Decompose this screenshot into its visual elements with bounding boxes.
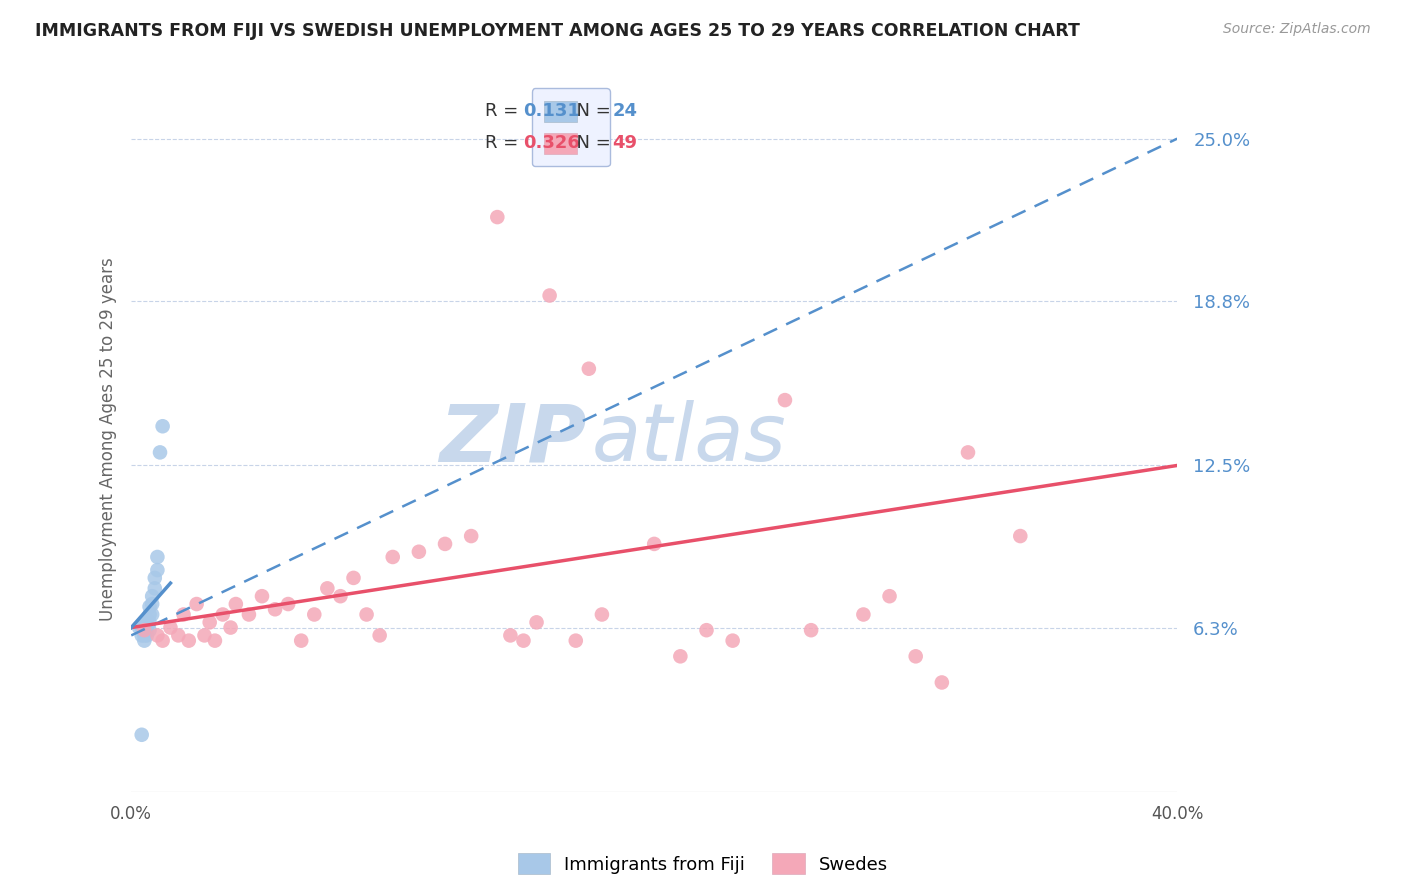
Point <box>138 607 160 622</box>
Point <box>368 628 391 642</box>
Point <box>146 628 169 642</box>
Point <box>643 537 665 551</box>
Point <box>134 623 156 637</box>
Point <box>852 607 875 622</box>
Point <box>304 607 326 622</box>
Text: N =: N = <box>565 134 617 152</box>
Point <box>186 597 208 611</box>
Point <box>904 649 927 664</box>
Point <box>149 445 172 459</box>
Point <box>879 589 901 603</box>
Text: ZIP: ZIP <box>439 401 586 478</box>
Point <box>773 393 796 408</box>
Point <box>134 623 156 637</box>
Point <box>238 607 260 622</box>
Point <box>721 633 744 648</box>
Point <box>198 615 221 630</box>
Text: 24: 24 <box>613 102 637 120</box>
Point <box>264 602 287 616</box>
Point <box>141 607 163 622</box>
Point <box>173 607 195 622</box>
Point <box>141 589 163 603</box>
Point <box>159 621 181 635</box>
Point <box>138 623 160 637</box>
Point <box>146 549 169 564</box>
Point <box>316 582 339 596</box>
Point <box>136 621 159 635</box>
Point <box>136 613 159 627</box>
Point <box>177 633 200 648</box>
Point <box>591 607 613 622</box>
Point <box>138 599 160 614</box>
Text: 0.326: 0.326 <box>523 134 581 152</box>
Text: R =: R = <box>485 134 524 152</box>
Legend: Immigrants from Fiji, Swedes: Immigrants from Fiji, Swedes <box>509 844 897 883</box>
Point <box>434 537 457 551</box>
Point <box>131 621 153 635</box>
Point <box>128 621 150 635</box>
Point <box>956 445 979 459</box>
Point <box>1010 529 1032 543</box>
Point <box>538 288 561 302</box>
Point <box>486 210 509 224</box>
Point <box>134 615 156 630</box>
Point <box>146 563 169 577</box>
Point <box>141 597 163 611</box>
Point <box>695 623 717 637</box>
Text: R =: R = <box>485 102 524 120</box>
Point <box>460 529 482 543</box>
Point <box>565 633 588 648</box>
Point <box>167 628 190 642</box>
Text: 49: 49 <box>613 134 637 152</box>
Point <box>143 571 166 585</box>
Point <box>219 621 242 635</box>
Point <box>136 628 159 642</box>
Point <box>131 728 153 742</box>
Point <box>225 597 247 611</box>
Point <box>669 649 692 664</box>
Point <box>152 419 174 434</box>
Legend:  ,  : , <box>531 88 610 166</box>
Point <box>193 628 215 642</box>
Point <box>408 545 430 559</box>
Point <box>356 607 378 622</box>
Point <box>134 628 156 642</box>
Point <box>499 628 522 642</box>
Point <box>800 623 823 637</box>
Point <box>134 633 156 648</box>
Point <box>526 615 548 630</box>
Point <box>290 633 312 648</box>
Point <box>277 597 299 611</box>
Point <box>578 361 600 376</box>
Text: Source: ZipAtlas.com: Source: ZipAtlas.com <box>1223 22 1371 37</box>
Point <box>138 615 160 630</box>
Text: N =: N = <box>565 102 617 120</box>
Point <box>250 589 273 603</box>
Point <box>342 571 364 585</box>
Y-axis label: Unemployment Among Ages 25 to 29 years: Unemployment Among Ages 25 to 29 years <box>100 258 117 621</box>
Text: 0.131: 0.131 <box>523 102 581 120</box>
Text: IMMIGRANTS FROM FIJI VS SWEDISH UNEMPLOYMENT AMONG AGES 25 TO 29 YEARS CORRELATI: IMMIGRANTS FROM FIJI VS SWEDISH UNEMPLOY… <box>35 22 1080 40</box>
Point <box>931 675 953 690</box>
Text: atlas: atlas <box>592 401 786 478</box>
Point <box>329 589 352 603</box>
Point <box>152 633 174 648</box>
Point <box>204 633 226 648</box>
Point <box>143 582 166 596</box>
Point <box>211 607 233 622</box>
Point <box>512 633 534 648</box>
Point <box>131 628 153 642</box>
Point <box>381 549 404 564</box>
